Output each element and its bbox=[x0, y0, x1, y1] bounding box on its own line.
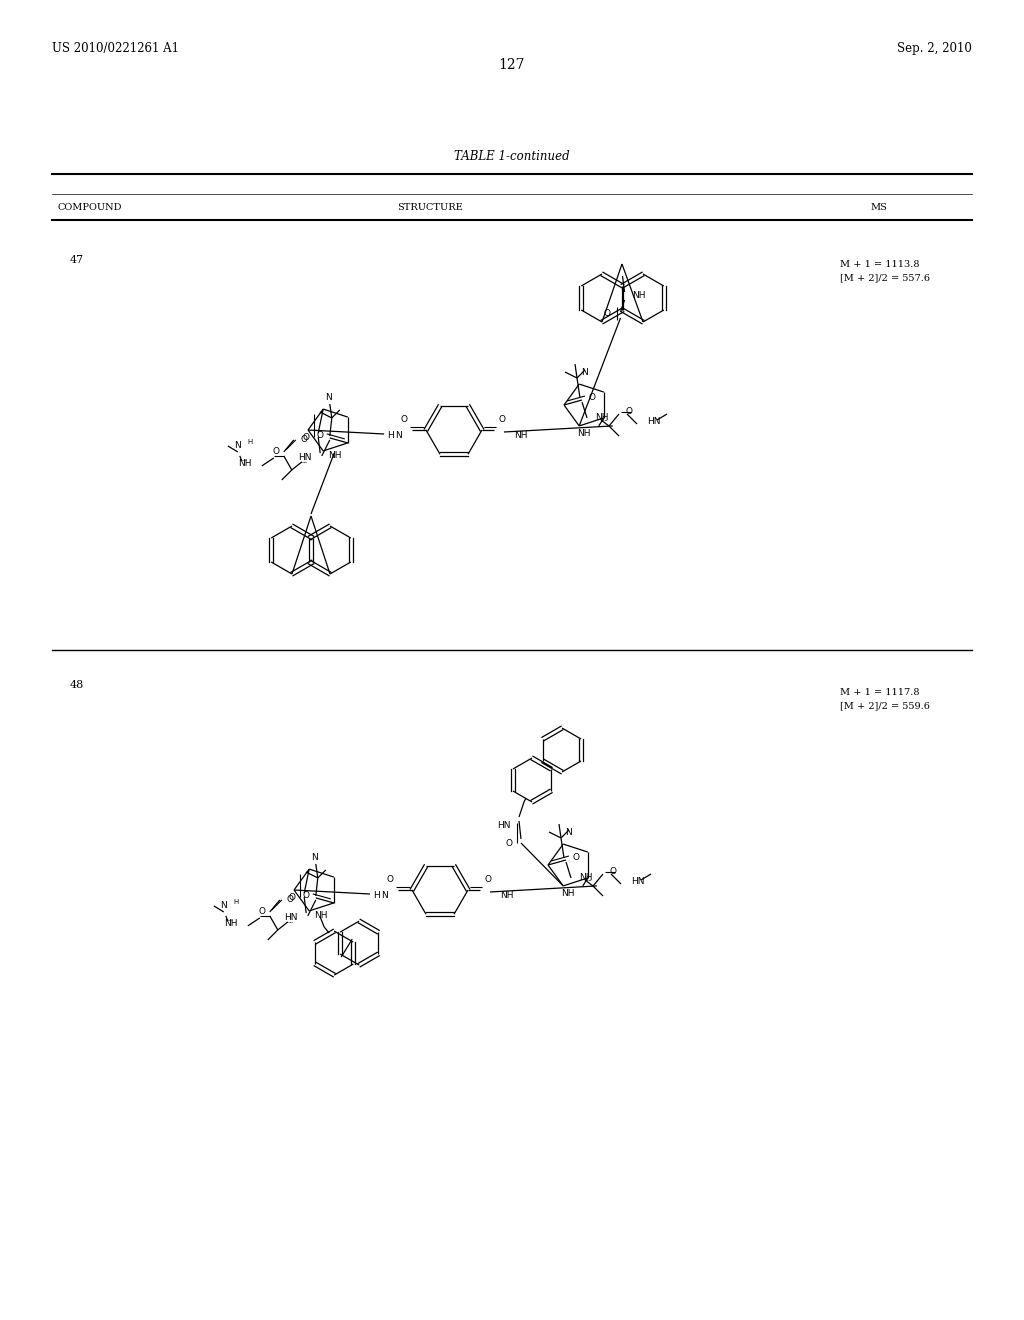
Text: O: O bbox=[506, 838, 512, 847]
Text: H: H bbox=[373, 891, 379, 900]
Text: O: O bbox=[609, 867, 616, 876]
Text: O: O bbox=[258, 907, 265, 916]
Text: N: N bbox=[581, 368, 588, 378]
Text: NH: NH bbox=[500, 891, 513, 900]
Text: O: O bbox=[400, 416, 408, 425]
Text: NH: NH bbox=[561, 890, 574, 899]
Text: NH: NH bbox=[633, 292, 646, 301]
Text: NH: NH bbox=[329, 450, 342, 459]
Text: US 2010/0221261 A1: US 2010/0221261 A1 bbox=[52, 42, 179, 55]
Text: N: N bbox=[234, 441, 242, 450]
Text: 48: 48 bbox=[70, 680, 84, 690]
Text: HN: HN bbox=[631, 878, 644, 887]
Text: M + 1 = 1113.8
[M + 2]/2 = 557.6: M + 1 = 1113.8 [M + 2]/2 = 557.6 bbox=[840, 260, 930, 282]
Text: O: O bbox=[386, 875, 393, 884]
Text: O: O bbox=[626, 408, 633, 417]
Text: H: H bbox=[233, 899, 239, 906]
Text: O: O bbox=[303, 433, 309, 442]
Text: M + 1 = 1117.8
[M + 2]/2 = 559.6: M + 1 = 1117.8 [M + 2]/2 = 559.6 bbox=[840, 688, 930, 710]
Text: N: N bbox=[394, 432, 401, 441]
Text: NH: NH bbox=[239, 459, 252, 469]
Text: HN: HN bbox=[647, 417, 660, 426]
Text: O: O bbox=[603, 309, 610, 318]
Text: NH: NH bbox=[579, 874, 593, 883]
Text: N: N bbox=[220, 902, 227, 911]
Text: COMPOUND: COMPOUND bbox=[58, 202, 123, 211]
Text: N: N bbox=[310, 853, 317, 862]
Text: N: N bbox=[564, 828, 571, 837]
Text: NH: NH bbox=[595, 413, 608, 422]
Text: NH: NH bbox=[224, 920, 238, 928]
Text: NH: NH bbox=[514, 432, 527, 441]
Text: N: N bbox=[381, 891, 387, 900]
Text: 47: 47 bbox=[70, 255, 84, 265]
Text: O: O bbox=[300, 436, 307, 445]
Text: 127: 127 bbox=[499, 58, 525, 73]
Text: O: O bbox=[287, 895, 293, 904]
Text: O: O bbox=[289, 892, 296, 902]
Text: HN: HN bbox=[298, 454, 311, 462]
Text: O: O bbox=[316, 432, 324, 441]
Text: MS: MS bbox=[870, 202, 887, 211]
Text: H: H bbox=[387, 432, 393, 441]
Text: N: N bbox=[325, 393, 332, 403]
Text: TABLE 1-continued: TABLE 1-continued bbox=[455, 150, 569, 162]
Text: HN: HN bbox=[285, 913, 298, 923]
Text: NH: NH bbox=[314, 911, 328, 920]
Text: Sep. 2, 2010: Sep. 2, 2010 bbox=[897, 42, 972, 55]
Text: O: O bbox=[499, 416, 506, 425]
Text: STRUCTURE: STRUCTURE bbox=[397, 202, 463, 211]
Text: NH: NH bbox=[578, 429, 591, 438]
Text: O: O bbox=[572, 854, 580, 862]
Text: H: H bbox=[248, 440, 253, 445]
Text: O: O bbox=[589, 393, 596, 403]
Text: HN: HN bbox=[498, 821, 511, 829]
Text: O: O bbox=[272, 447, 280, 457]
Text: O: O bbox=[484, 875, 492, 884]
Text: O: O bbox=[302, 891, 309, 900]
